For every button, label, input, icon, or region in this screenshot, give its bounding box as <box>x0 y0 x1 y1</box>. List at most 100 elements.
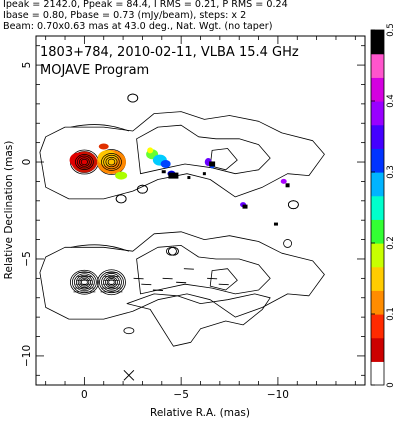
beam-stroke <box>123 369 135 381</box>
contour <box>287 200 299 210</box>
contour <box>71 271 97 294</box>
y-tick-label: 0 <box>21 159 33 166</box>
contour <box>127 93 139 103</box>
x-axis-label: Relative R.A. (mas) <box>150 407 250 419</box>
saturation-pixel <box>209 161 216 167</box>
contour <box>77 155 92 169</box>
contour <box>70 124 130 132</box>
colorbar-frame <box>370 29 385 386</box>
contour <box>75 154 94 170</box>
contour <box>115 194 127 204</box>
contour <box>80 279 88 286</box>
polarization-patch <box>98 143 109 150</box>
contour <box>103 154 120 170</box>
colorbar-tick-label: 0.1 <box>386 307 396 321</box>
evpa-stick <box>183 268 194 270</box>
colorbar-segment <box>371 77 384 102</box>
contour <box>105 276 118 288</box>
contour-layer <box>39 93 325 347</box>
colorbar-segment <box>371 266 384 291</box>
header-line-2: Ibase = 0.80, Pbase = 0.73 (mJy/beam), s… <box>3 10 247 21</box>
y-tick-label: −5 <box>21 251 33 266</box>
contour <box>137 184 148 194</box>
y-tick-label: 5 <box>21 62 33 69</box>
colorbar-segment <box>371 101 384 126</box>
evpa-stick <box>162 277 173 280</box>
polarization-patch <box>160 159 171 168</box>
saturation-pixel <box>202 172 206 176</box>
contour <box>80 158 88 166</box>
contour <box>126 293 271 347</box>
colorbar-segment <box>371 243 384 268</box>
colorbar-segment <box>371 172 384 197</box>
program-annotation: MOJAVE Program <box>40 63 149 78</box>
contour <box>106 278 117 287</box>
contour <box>136 245 271 295</box>
contour <box>73 273 95 292</box>
x-tick-label: −5 <box>173 389 188 401</box>
colorbar-segment <box>371 30 384 55</box>
saturation-pixel <box>242 204 248 209</box>
polarization-patch <box>280 178 287 184</box>
contour <box>77 276 91 289</box>
colorbar-tick-label: 0.2 <box>386 236 396 250</box>
colorbar-segment <box>371 148 384 173</box>
header-line-3: Beam: 0.70x0.63 mas at 43.0 deg., Nat. W… <box>3 21 273 32</box>
colorbar-segment <box>371 219 384 244</box>
contour <box>107 158 116 166</box>
colorbar-segment <box>371 124 384 149</box>
saturation-pixel <box>187 176 191 180</box>
contour <box>108 279 115 286</box>
saturation-pixel <box>161 170 166 174</box>
colorbar-segment <box>371 337 384 362</box>
contour <box>97 269 126 296</box>
plot-frame <box>35 35 366 386</box>
contour <box>105 156 118 168</box>
colorbar-tick-label: 0.3 <box>386 165 396 179</box>
contour <box>209 268 238 291</box>
evpa-stick <box>176 281 187 284</box>
contour <box>70 244 130 252</box>
header-line-1: Ipeak = 2142.0, Ppeak = 84.4, I RMS = 0.… <box>3 0 288 10</box>
evpa-stick <box>141 283 152 286</box>
colorbar: 0 0.1 0.2 0.3 0.4 0.5 <box>370 23 396 388</box>
contour <box>103 274 120 290</box>
polarization-patch <box>115 171 128 180</box>
evpa-stick <box>152 289 163 291</box>
evpa-stick <box>207 277 218 280</box>
evpa-stick <box>218 283 229 286</box>
contour <box>99 271 124 294</box>
contour <box>101 273 122 292</box>
colorbar-segment <box>371 195 384 220</box>
colorbar-tick-label: 0 <box>386 382 396 387</box>
saturation-pixel <box>285 183 290 188</box>
contour <box>79 277 90 287</box>
y-tick-label: −10 <box>21 345 33 367</box>
beam-marker <box>123 369 135 381</box>
contour <box>101 153 122 171</box>
colorbar-segment <box>371 53 384 78</box>
colorbar-segment <box>371 314 384 339</box>
colorbar-segment <box>371 290 384 315</box>
colorbar-tick-label: 0.5 <box>386 23 396 37</box>
contour <box>39 111 325 200</box>
contour <box>79 157 90 167</box>
colorbar-tick-label: 0.4 <box>386 94 396 108</box>
contour <box>166 246 177 256</box>
x-tick-label: 0 <box>81 389 88 401</box>
polarization-patch <box>147 147 154 154</box>
colorbar-segment <box>371 361 384 386</box>
saturation-pixel <box>168 172 179 179</box>
saturation-pixel <box>273 222 278 226</box>
contour <box>69 269 99 295</box>
contour <box>75 274 93 290</box>
contour <box>39 231 325 320</box>
contour <box>283 239 292 248</box>
contour <box>136 124 271 175</box>
evpa-stick <box>133 277 144 280</box>
x-tick-label: −10 <box>267 389 289 401</box>
source-annotation: 1803+784, 2010-02-11, VLBA 15.4 GHz <box>40 45 299 60</box>
y-axis-label: Relative Declination (mas) <box>3 141 15 280</box>
contour <box>168 246 179 256</box>
